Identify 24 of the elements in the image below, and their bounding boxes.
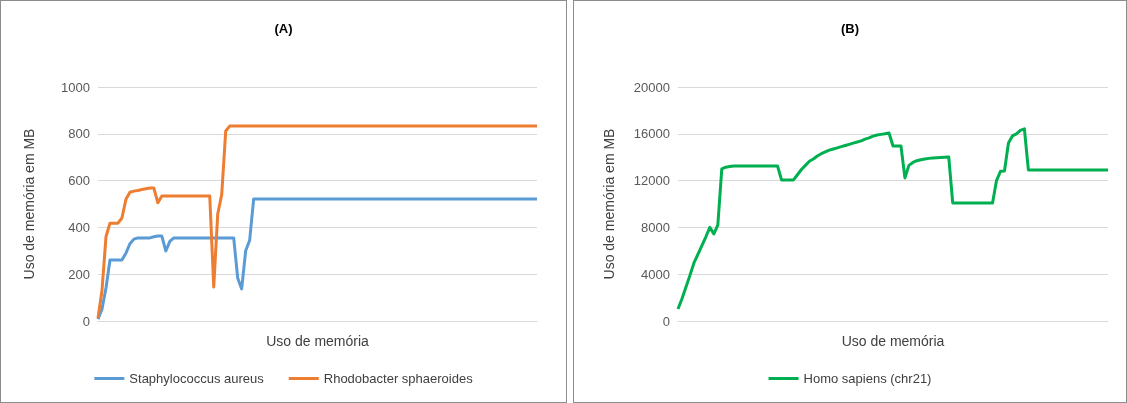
line-series xyxy=(96,124,539,320)
x-axis-title: Uso de memória xyxy=(841,332,945,349)
legend-label: Rhodobacter sphaeroides xyxy=(323,371,474,386)
y-tick-label: 400 xyxy=(68,219,90,235)
legend-label: Homo sapiens (chr21) xyxy=(803,371,932,386)
y-tick-label: 4000 xyxy=(641,266,670,282)
y-tick-label: 0 xyxy=(82,313,90,329)
legend-label: Staphylococcus aureus xyxy=(129,371,265,386)
y-tick-label: 8000 xyxy=(641,219,670,235)
y-tick-label: 200 xyxy=(68,266,90,282)
line-series xyxy=(676,127,1110,311)
y-axis-title: Uso de memória em MB xyxy=(601,128,617,280)
y-tick-label: 20000 xyxy=(633,79,670,95)
y-tick-label: 800 xyxy=(68,126,90,142)
chart-title: (A) xyxy=(274,21,293,36)
line-series xyxy=(96,197,539,321)
y-tick-label: 0 xyxy=(662,313,670,329)
y-axis-title: Uso de memória em MB xyxy=(21,128,37,280)
y-tick-label: 12000 xyxy=(633,173,670,189)
y-tick-label: 1000 xyxy=(61,79,90,95)
x-axis-title: Uso de memória xyxy=(266,332,370,349)
y-tick-label: 16000 xyxy=(633,126,670,142)
y-tick-label: 600 xyxy=(68,173,90,189)
chart-title: (B) xyxy=(840,21,860,36)
